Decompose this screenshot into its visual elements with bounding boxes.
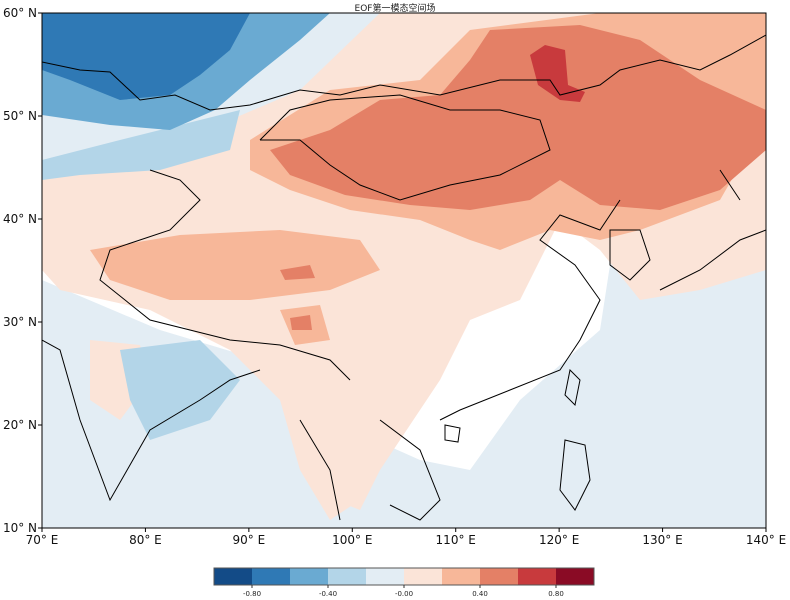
colorbar-tick-label: -0.00 (395, 590, 413, 598)
contour-orange-red (270, 25, 766, 210)
y-tick-label: 30° N (3, 315, 37, 329)
x-tick-label: 140° E (746, 533, 786, 547)
x-tick-label: 90° E (233, 533, 266, 547)
y-tick-label: 50° N (3, 109, 37, 123)
x-tick-label: 100° E (332, 533, 372, 547)
contour-orange-red-patch (280, 265, 315, 330)
colorbar: -0.80 -0.40 -0.00 0.40 0.80 (213, 567, 595, 598)
y-tick-label: 60° N (3, 6, 37, 20)
contour-light-blue-patch (42, 110, 240, 440)
colorbar-tick-label: 0.80 (548, 590, 564, 598)
colorbar-segment (214, 568, 253, 585)
x-tick-label: 110° E (436, 533, 476, 547)
colorbar-segment (480, 568, 519, 585)
colorbar-tick-label: 0.40 (472, 590, 488, 598)
x-tick-label: 70° E (26, 533, 59, 547)
colorbar-segment (328, 568, 367, 585)
contour-field (42, 13, 766, 528)
contour-light-pink-india (90, 340, 380, 510)
x-tick-label: 130° E (642, 533, 682, 547)
border-china-west (99, 169, 351, 381)
coastline-korea (609, 229, 651, 281)
coastline-taiwan (564, 368, 581, 407)
colorbar-segment (404, 568, 443, 585)
map-title: EOF第一模态空间场 (354, 4, 436, 14)
y-tick-label: 40° N (3, 212, 37, 226)
y-axis: 60° N 50° N 40° N 30° N 20° N 10° N (3, 6, 42, 535)
contour-blue (42, 13, 250, 100)
contour-dark-red (530, 45, 585, 102)
x-axis: 70° E 80° E 90° E 100° E 110° E 120° E 130° E 1… (26, 528, 786, 547)
boundaries (42, 34, 766, 521)
coastline-hainan (444, 424, 461, 443)
border-mongolia (259, 94, 551, 201)
colorbar-segment (556, 568, 595, 585)
colorbar-tick-label: -0.40 (319, 590, 337, 598)
coastline-indochina (299, 419, 441, 521)
map-frame (41, 12, 767, 529)
y-tick-label: 20° N (3, 418, 37, 432)
coastline-china (439, 199, 621, 421)
y-tick-label: 10° N (3, 521, 37, 535)
x-tick-label: 120° E (539, 533, 579, 547)
colorbar-segment (366, 568, 405, 585)
colorbar-segment (290, 568, 329, 585)
colorbar-tick-label: -0.80 (243, 590, 261, 598)
coastline-philippines (559, 439, 591, 511)
colorbar-segment (442, 568, 481, 585)
coastline-india (42, 339, 261, 502)
border-russia (42, 34, 766, 111)
colorbar-segment (518, 568, 557, 585)
x-tick-label: 80° E (129, 533, 162, 547)
colorbar-segment (252, 568, 291, 585)
coastline-japan (659, 169, 766, 291)
